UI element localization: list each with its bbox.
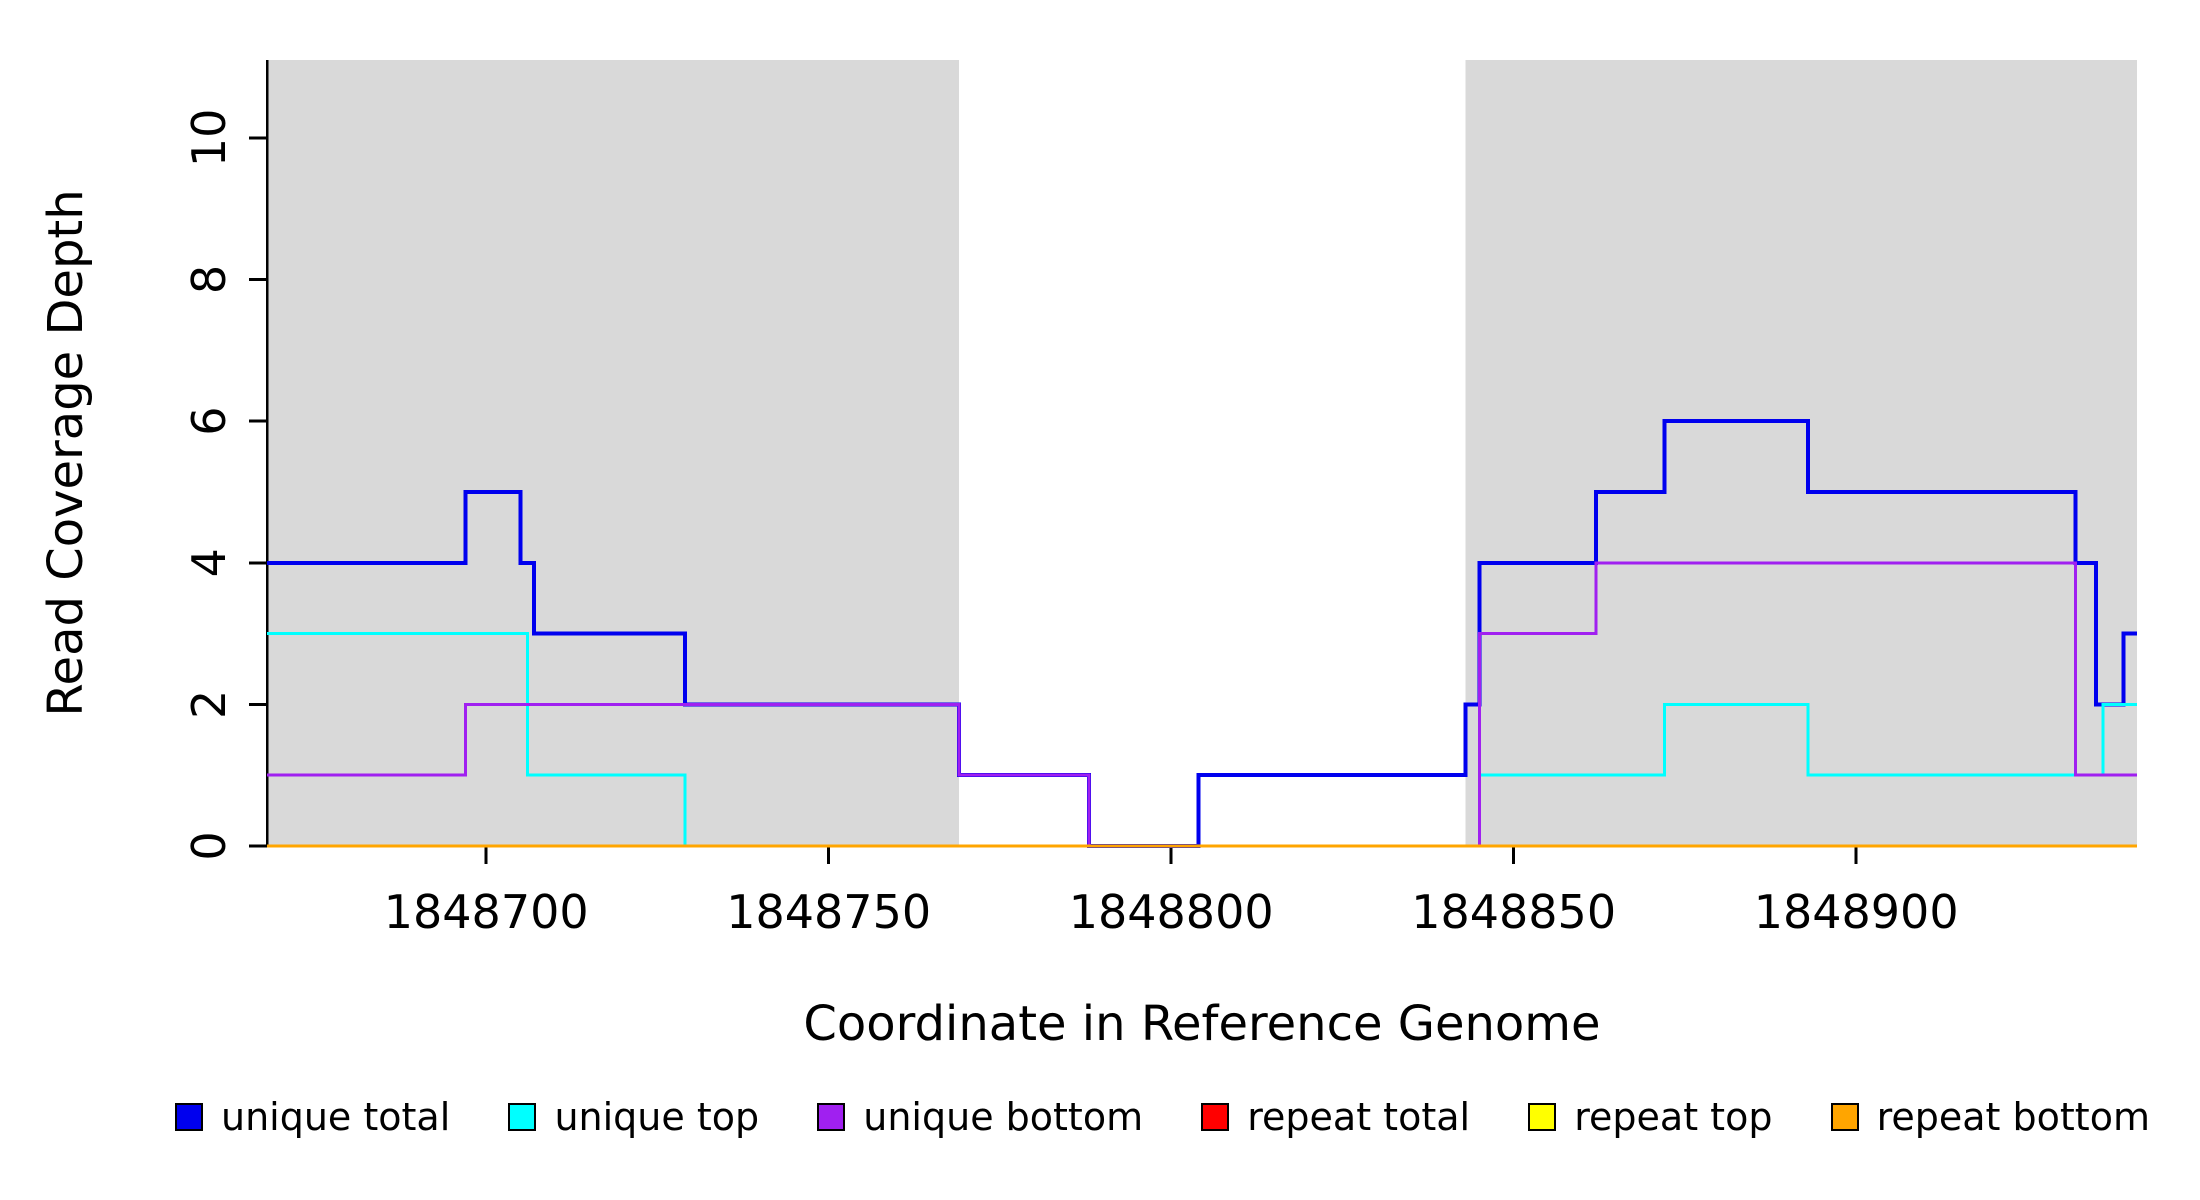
y-axis-title: Read Coverage Depth [38, 189, 94, 716]
legend: unique total unique top unique bottom repea… [175, 1098, 2150, 1136]
legend-swatch-icon [1830, 1103, 1859, 1131]
x-tick-label: 1848900 [1754, 885, 1959, 939]
series-line-unique-top [267, 632, 2137, 848]
legend-swatch-icon [175, 1103, 203, 1131]
legend-item-unique-bottom: unique bottom [817, 1098, 1143, 1136]
legend-item-repeat-total: repeat total [1201, 1098, 1470, 1136]
legend-label: unique bottom [863, 1095, 1144, 1139]
y-tick-label: 8 [182, 265, 236, 294]
y-tick-label: 6 [182, 406, 236, 435]
legend-label: repeat top [1574, 1095, 1773, 1139]
legend-label: unique total [221, 1095, 451, 1139]
x-tick-label: 1848850 [1411, 885, 1616, 939]
y-tick-label: 0 [182, 831, 236, 860]
x-tick-label: 1848750 [726, 885, 931, 939]
y-tick-label: 10 [182, 109, 236, 168]
legend-swatch-icon [1528, 1103, 1557, 1131]
axes-layer: 0 2 4 6 8 10 1848700 1848750 1848800 1848850 18489… [182, 60, 2137, 939]
legend-swatch-icon [1201, 1103, 1230, 1131]
shaded-region-1 [1465, 60, 2137, 846]
series-layer [267, 419, 2137, 848]
x-tick-label: 1848800 [1069, 885, 1274, 939]
x-tick-label: 1848700 [384, 885, 589, 939]
y-tick-label: 2 [182, 690, 236, 719]
legend-item-repeat-top: repeat top [1528, 1098, 1772, 1136]
series-line-unique-total [267, 419, 2137, 848]
legend-label: repeat total [1247, 1095, 1471, 1139]
legend-item-repeat-bottom: repeat bottom [1830, 1095, 2150, 1139]
shaded-region-0 [267, 60, 959, 846]
legend-label: repeat bottom [1876, 1095, 2150, 1139]
legend-label: unique top [554, 1095, 760, 1139]
legend-item-unique-total: unique total [175, 1098, 450, 1136]
legend-swatch-icon [508, 1103, 537, 1131]
x-axis-title: Coordinate in Reference Genome [803, 996, 1600, 1052]
legend-item-unique-top: unique top [508, 1098, 759, 1136]
shaded-regions-layer [267, 60, 2137, 846]
y-tick-label: 4 [182, 548, 236, 577]
legend-swatch-icon [817, 1103, 846, 1131]
chart-svg: 0 2 4 6 8 10 1848700 1848750 1848800 1848850 18489… [38, 60, 2137, 1052]
